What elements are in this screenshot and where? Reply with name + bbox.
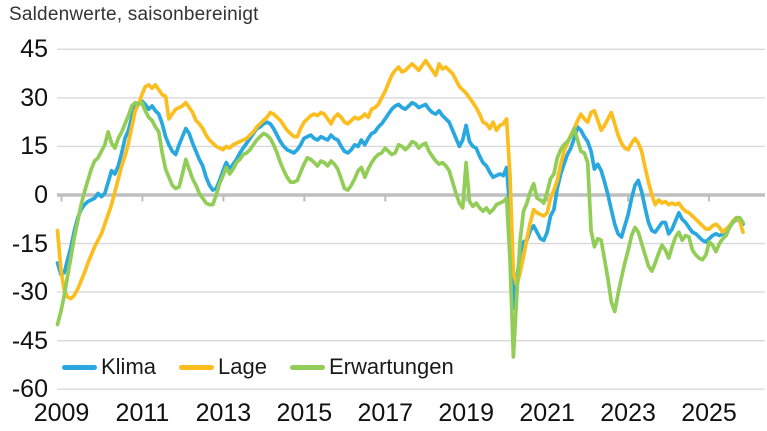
erwartungen-line-swatch (289, 364, 325, 370)
y-axis-label: -15 (11, 229, 48, 258)
chart-title: Saldenwerte, saisonbereinigt (9, 4, 259, 25)
legend-label-klima: Klima (101, 354, 157, 379)
y-axis-label: 45 (20, 35, 48, 64)
y-axis-label: 0 (34, 181, 48, 209)
legend: Klima Lage Erwartungen (62, 353, 477, 381)
klima-line-swatch (62, 364, 97, 370)
y-axis-label: 30 (20, 83, 48, 112)
lage-line-swatch (179, 364, 215, 370)
x-axis-label: 2021 (519, 399, 575, 427)
x-axis-label: 2011 (115, 399, 170, 427)
y-axis-label: 15 (20, 132, 48, 161)
x-axis-label: 2019 (438, 399, 494, 427)
x-axis-label: 2025 (681, 399, 737, 427)
legend-label-lage: Lage (218, 354, 267, 379)
lage-line (55, 58, 745, 301)
y-axis-label: -60 (11, 375, 48, 404)
legend-item-lage: Lage (179, 354, 267, 380)
legend-label-erwartungen: Erwartungen (328, 354, 454, 379)
legend-item-klima: Klima (62, 354, 156, 380)
x-axis-label: 2017 (357, 399, 414, 427)
x-axis-label: 2023 (600, 399, 656, 427)
x-axis-label: 2015 (276, 399, 333, 427)
x-axis-label: 2013 (195, 399, 252, 427)
legend-item-erwartungen: Erwartungen (289, 354, 454, 380)
klima-line (55, 99, 745, 311)
y-axis-label: -30 (11, 278, 48, 307)
erwartungen-line (55, 100, 745, 359)
y-axis-label: -45 (11, 326, 48, 355)
x-axis-label: 2009 (33, 399, 90, 427)
